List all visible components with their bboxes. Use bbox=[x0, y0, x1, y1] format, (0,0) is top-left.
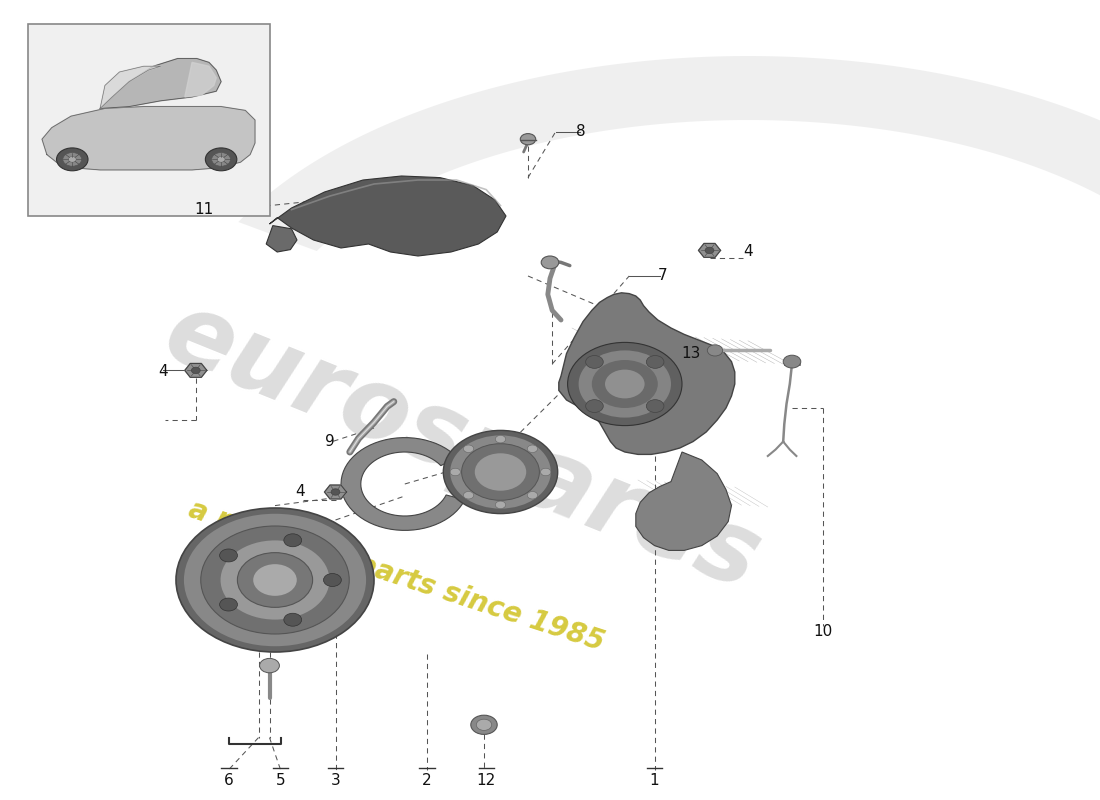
Text: 6: 6 bbox=[224, 774, 233, 788]
Circle shape bbox=[705, 247, 714, 254]
Circle shape bbox=[579, 350, 671, 418]
Text: 4: 4 bbox=[158, 365, 167, 379]
Circle shape bbox=[495, 501, 506, 509]
Text: 13: 13 bbox=[681, 346, 701, 361]
Circle shape bbox=[238, 553, 312, 607]
Circle shape bbox=[323, 574, 341, 586]
Polygon shape bbox=[341, 438, 465, 530]
Circle shape bbox=[520, 134, 536, 145]
Polygon shape bbox=[270, 176, 506, 256]
Polygon shape bbox=[239, 56, 1100, 498]
Circle shape bbox=[707, 345, 723, 356]
Circle shape bbox=[527, 491, 538, 499]
Circle shape bbox=[540, 468, 551, 476]
Circle shape bbox=[592, 360, 658, 408]
Circle shape bbox=[217, 157, 226, 162]
Text: 9: 9 bbox=[326, 434, 334, 449]
Circle shape bbox=[253, 564, 297, 596]
Circle shape bbox=[585, 400, 603, 413]
Circle shape bbox=[476, 719, 492, 730]
Circle shape bbox=[647, 355, 664, 368]
Circle shape bbox=[220, 598, 238, 611]
Circle shape bbox=[463, 445, 474, 453]
Text: a place for parts since 1985: a place for parts since 1985 bbox=[185, 495, 607, 657]
Circle shape bbox=[63, 153, 81, 166]
Circle shape bbox=[541, 256, 559, 269]
Circle shape bbox=[495, 435, 506, 443]
Circle shape bbox=[462, 444, 539, 500]
Circle shape bbox=[527, 445, 538, 453]
Polygon shape bbox=[698, 243, 720, 258]
Polygon shape bbox=[185, 62, 217, 97]
Text: 5: 5 bbox=[276, 774, 285, 788]
Text: 11: 11 bbox=[194, 202, 213, 217]
Circle shape bbox=[184, 514, 366, 646]
Text: 4: 4 bbox=[296, 485, 305, 499]
Circle shape bbox=[443, 430, 558, 514]
Text: 4: 4 bbox=[744, 245, 752, 259]
Text: eurospares: eurospares bbox=[151, 285, 773, 611]
Text: 1: 1 bbox=[650, 774, 659, 788]
Polygon shape bbox=[42, 106, 255, 170]
Text: 8: 8 bbox=[576, 125, 585, 139]
Circle shape bbox=[68, 157, 76, 162]
Polygon shape bbox=[100, 58, 221, 109]
Polygon shape bbox=[324, 485, 346, 499]
Circle shape bbox=[450, 435, 551, 509]
Text: 12: 12 bbox=[476, 774, 496, 788]
Polygon shape bbox=[185, 363, 207, 378]
Circle shape bbox=[605, 370, 645, 398]
Circle shape bbox=[568, 342, 682, 426]
Circle shape bbox=[220, 549, 238, 562]
Bar bbox=[28, 24, 270, 216]
Circle shape bbox=[471, 715, 497, 734]
Circle shape bbox=[191, 367, 200, 374]
Circle shape bbox=[475, 454, 526, 490]
Text: 10: 10 bbox=[813, 625, 833, 639]
Circle shape bbox=[200, 526, 350, 634]
Circle shape bbox=[463, 491, 474, 499]
Circle shape bbox=[647, 400, 664, 413]
Text: 2: 2 bbox=[422, 774, 431, 788]
Circle shape bbox=[450, 468, 461, 476]
Circle shape bbox=[211, 153, 231, 166]
Circle shape bbox=[585, 355, 603, 368]
Polygon shape bbox=[636, 452, 732, 550]
Circle shape bbox=[220, 541, 330, 619]
Circle shape bbox=[284, 614, 301, 626]
Circle shape bbox=[56, 148, 88, 171]
Circle shape bbox=[783, 355, 801, 368]
Text: 7: 7 bbox=[658, 269, 667, 283]
Polygon shape bbox=[100, 66, 161, 109]
Circle shape bbox=[260, 658, 279, 673]
Circle shape bbox=[206, 148, 236, 171]
Circle shape bbox=[331, 489, 340, 495]
Circle shape bbox=[176, 508, 374, 652]
Polygon shape bbox=[266, 226, 297, 252]
Text: 3: 3 bbox=[331, 774, 340, 788]
Circle shape bbox=[284, 534, 301, 546]
Polygon shape bbox=[559, 293, 735, 454]
